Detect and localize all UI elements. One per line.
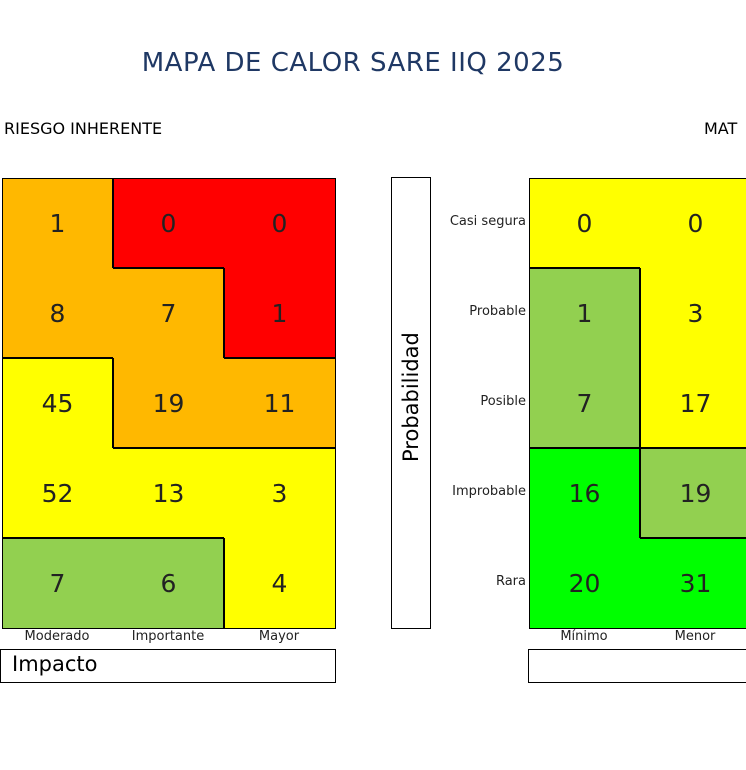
right-heatmap-cell-r4-c2: 19 (640, 448, 746, 538)
right-heatmap-cell-r5-c2: 31 (640, 538, 746, 628)
right-heatmap-cell-r1-c1: 0 (529, 178, 640, 268)
probability-axis-box (391, 177, 431, 629)
left-heading: RIESGO INHERENTE (4, 119, 163, 138)
right-heatmap-region-border (639, 448, 641, 538)
right-heatmap-region-border (640, 537, 746, 539)
left-heatmap-cell-r4-c3: 3 (224, 448, 335, 538)
right-heatmap-region-border (529, 447, 640, 449)
right-heatmap-cell-r3-c1: 7 (529, 358, 640, 448)
right-heatmap-row-label: Posible (480, 394, 526, 409)
left-heatmap-cell-r1-c1: 1 (2, 178, 113, 268)
left-heatmap-cell-r2-c1: 8 (2, 268, 113, 358)
left-heatmap-col-label: Importante (131, 629, 205, 644)
chart-title: MAPA DE CALOR SARE IIQ 2025 (141, 48, 565, 78)
left-heatmap-cell-r3-c2: 19 (113, 358, 224, 448)
impact-axis-box (0, 649, 336, 683)
left-heatmap-region-border (113, 267, 224, 269)
left-heatmap-cell-r4-c2: 13 (113, 448, 224, 538)
left-heatmap-region-border (223, 538, 225, 628)
left-heatmap-region-border (113, 447, 224, 449)
right-heatmap-cell-r3-c2: 17 (640, 358, 746, 448)
left-heatmap-region-border (224, 357, 335, 359)
left-heatmap-region-border (112, 358, 114, 448)
left-heatmap-cell-r5-c1: 7 (2, 538, 113, 628)
right-impact-axis-box (528, 649, 746, 683)
right-heatmap-row-label: Casi segura (449, 214, 526, 229)
right-heatmap-cell-r4-c1: 16 (529, 448, 640, 538)
left-heatmap-cell-r4-c1: 52 (2, 448, 113, 538)
right-heatmap-cell-r2-c2: 3 (640, 268, 746, 358)
impact-axis-label: Impacto (12, 652, 98, 676)
right-heatmap-col-label: Mínimo (560, 629, 608, 644)
right-heatmap-row-label: Rara (495, 574, 526, 589)
right-heatmap-cell-r5-c1: 20 (529, 538, 640, 628)
right-heatmap-region-border (640, 447, 746, 449)
left-heatmap-col-label: Moderado (24, 629, 90, 644)
right-heatmap-region-border (639, 268, 641, 358)
left-heatmap-region-border (112, 178, 114, 268)
right-heatmap-region-border (639, 358, 641, 448)
right-heatmap-row-label: Probable (469, 304, 526, 319)
left-heatmap-cell-r2-c3: 1 (224, 268, 335, 358)
left-heatmap-cell-r3-c1: 45 (2, 358, 113, 448)
right-heatmap-col-label: Menor (674, 629, 716, 644)
right-heatmap-row-label: Improbable (452, 484, 526, 499)
left-heatmap-cell-r1-c2: 0 (113, 178, 224, 268)
left-heatmap-region-border (224, 447, 335, 449)
right-heatmap-cell-r2-c1: 1 (529, 268, 640, 358)
left-heatmap-cell-r1-c3: 0 (224, 178, 335, 268)
left-heatmap-region-border (2, 357, 113, 359)
left-heatmap-region-border (2, 537, 113, 539)
left-heatmap-cell-r3-c3: 11 (224, 358, 335, 448)
left-heatmap-region-border (113, 537, 224, 539)
right-heatmap-region-border (529, 267, 640, 269)
left-heatmap-cell-r2-c2: 7 (113, 268, 224, 358)
left-heatmap-region-border (223, 268, 225, 358)
left-heatmap-col-label: Mayor (258, 629, 300, 644)
left-heatmap-cell-r5-c2: 6 (113, 538, 224, 628)
left-heatmap-cell-r5-c3: 4 (224, 538, 335, 628)
right-heading: MAT (704, 119, 738, 138)
right-heatmap-cell-r1-c2: 0 (640, 178, 746, 268)
